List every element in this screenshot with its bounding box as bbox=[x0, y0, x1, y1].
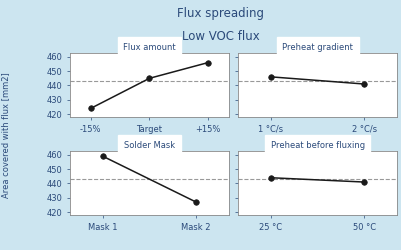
Title: Solder Mask: Solder Mask bbox=[124, 141, 175, 150]
Title: Flux amount: Flux amount bbox=[123, 43, 176, 52]
Title: Preheat gradient: Preheat gradient bbox=[282, 43, 353, 52]
Text: Flux spreading: Flux spreading bbox=[177, 8, 264, 20]
Title: Preheat before fluxing: Preheat before fluxing bbox=[271, 141, 365, 150]
Text: Area covered with flux [mm2]: Area covered with flux [mm2] bbox=[2, 72, 10, 198]
Text: Low VOC flux: Low VOC flux bbox=[182, 30, 259, 43]
